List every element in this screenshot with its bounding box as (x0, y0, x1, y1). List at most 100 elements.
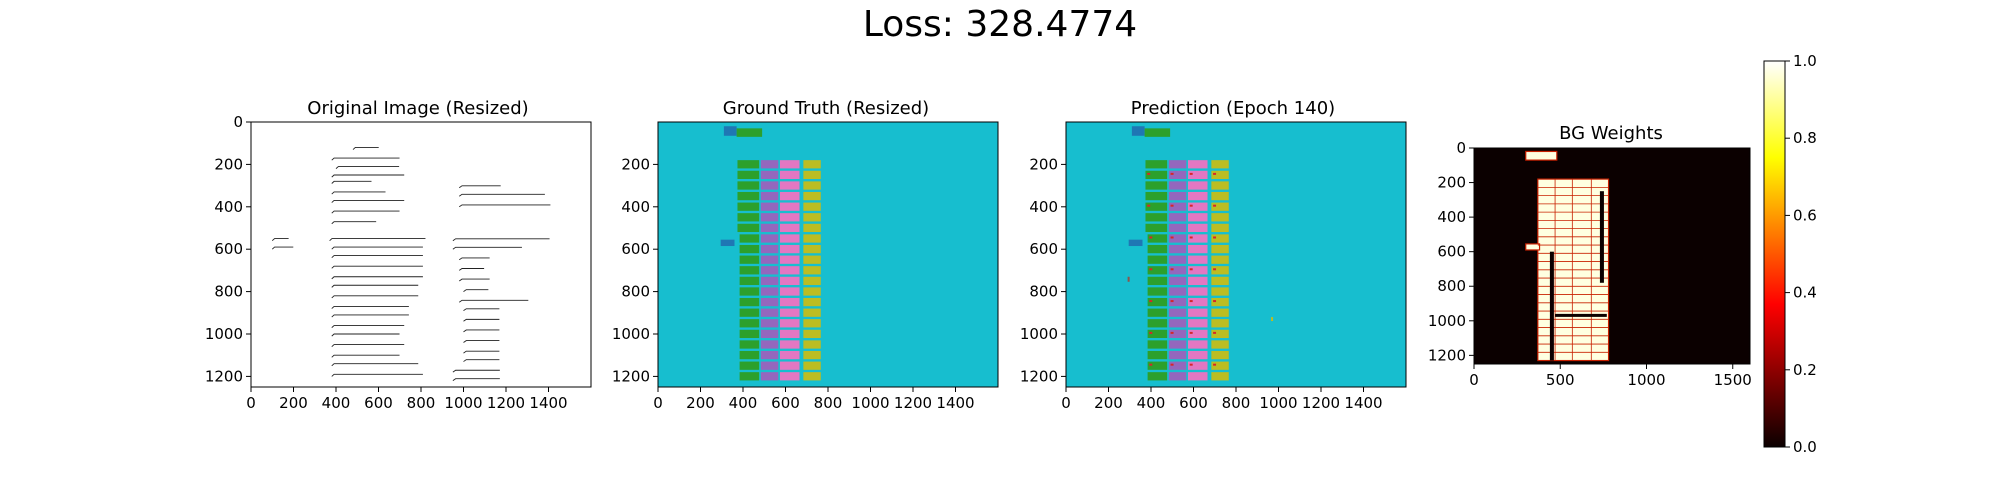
mask-cell (739, 319, 760, 328)
mask-cell (1168, 213, 1187, 222)
ink-stroke (452, 238, 550, 242)
y-tick-label: 1200 (1020, 367, 1058, 385)
x-tick-label: 0 (653, 394, 663, 412)
x-tick-label: 1000 (851, 394, 889, 412)
y-tick-label: 1000 (1428, 312, 1466, 330)
mask-cell (803, 181, 821, 190)
mask-cell (760, 202, 779, 211)
mask-cell (1211, 350, 1229, 360)
mask-cell (737, 191, 760, 201)
mask-cell (760, 297, 779, 307)
mask-cell (803, 372, 821, 381)
mask-cell (760, 350, 779, 360)
x-tick-label: 200 (686, 394, 715, 412)
mask-cell (739, 255, 760, 264)
colorbar-ticks: 0.0 0.2 0.4 0.6 0.8 1.0 (1785, 52, 1817, 456)
x-tick-label: 0 (246, 394, 256, 412)
x-tick-label: 400 (1137, 394, 1166, 412)
mask-cell (803, 234, 821, 243)
mask-cell (779, 329, 800, 339)
mask-cell (1168, 276, 1187, 286)
y-tick-label: 200 (214, 155, 243, 173)
mask-cell (760, 319, 779, 328)
mask-cell (779, 213, 800, 222)
y-tick-label: 600 (214, 240, 243, 258)
mask-noise (1189, 363, 1193, 366)
mask-cell (1168, 223, 1187, 233)
y-tick-label: 400 (1437, 208, 1466, 226)
y-tick-label: 600 (621, 240, 650, 258)
axes-frame-bg-weights (1473, 147, 1751, 365)
mask-cell (803, 350, 821, 360)
ink-stroke (463, 329, 500, 333)
ink-stroke (452, 369, 500, 373)
mask-cell (739, 350, 760, 360)
y-tick-label: 600 (1437, 243, 1466, 261)
mask-cell (1168, 308, 1187, 317)
mask-header-green (1144, 128, 1171, 137)
x-tick-label: 800 (1222, 394, 1251, 412)
ink-stroke (458, 185, 501, 189)
mask-noise (1189, 172, 1193, 175)
mask-cell (1211, 372, 1229, 381)
mask-cell (803, 340, 821, 349)
mask-cell (1187, 181, 1208, 190)
mask-cell (739, 308, 760, 317)
mask-cell (779, 372, 800, 381)
mask-cell (1147, 319, 1168, 328)
mask-cell (1168, 191, 1187, 201)
mask-cell (803, 202, 821, 211)
mask-cell (779, 287, 800, 296)
mask-cell (779, 266, 800, 275)
weights-gap (1549, 251, 1554, 361)
y-tick-label: 1200 (1428, 346, 1466, 364)
panel-ground-truth: Ground Truth (Resized) 0 200 400 600 800 1000… (612, 98, 999, 412)
y-tick-label: 800 (1029, 283, 1058, 301)
mask-noise (1213, 236, 1217, 239)
mask-cell (760, 287, 779, 296)
mask-cell (1187, 319, 1208, 328)
mask-noise (1127, 276, 1130, 282)
ink-stroke (463, 350, 500, 354)
mask-cell (760, 213, 779, 222)
ink-stroke (331, 191, 386, 195)
mask-cell (1147, 244, 1168, 254)
ink-stroke (331, 255, 423, 259)
mask-noise (1149, 268, 1153, 271)
mask-cell (1211, 234, 1229, 243)
mask-cell (1187, 350, 1208, 360)
ink-stroke (463, 308, 500, 312)
mask-cell (760, 340, 779, 349)
colorbar: 0.0 0.2 0.4 0.6 0.8 1.0 (1763, 52, 1817, 456)
ink-stroke (331, 180, 372, 184)
panel-prediction: Prediction (Epoch 140) 0 200 400 600 800 1000… (1020, 98, 1407, 412)
mask-cell (779, 244, 800, 254)
mask-cell (1145, 191, 1168, 201)
mask-cell (803, 361, 821, 370)
mask-cell (779, 160, 800, 169)
image-area-original (251, 122, 591, 387)
axes-ground-truth: 0 200 400 600 800 1000 1200 1400200400600800100… (612, 155, 975, 412)
mask-noise (1213, 300, 1217, 303)
mask-cell (1168, 350, 1187, 360)
ink-stroke (352, 146, 379, 150)
ink-stroke (331, 344, 405, 348)
x-tick-label: 1000 (1259, 394, 1297, 412)
mask-cell (1168, 244, 1187, 254)
y-tick-label: 200 (1029, 155, 1058, 173)
ink-stroke (331, 354, 400, 358)
x-tick-label: 0 (1061, 394, 1071, 412)
mask-cell (779, 308, 800, 317)
x-tick-label: 1400 (529, 394, 567, 412)
panel-title-original: Original Image (Resized) (307, 98, 528, 119)
mask-noise (1213, 204, 1217, 207)
ink-stroke (452, 378, 500, 382)
mask-cell (1187, 329, 1208, 339)
ink-stroke (458, 204, 551, 208)
mask-cell (779, 276, 800, 286)
mask-cell (1147, 234, 1168, 243)
mask-cell (779, 361, 800, 370)
mask-cell (1187, 276, 1208, 286)
ink-stroke (463, 340, 500, 343)
